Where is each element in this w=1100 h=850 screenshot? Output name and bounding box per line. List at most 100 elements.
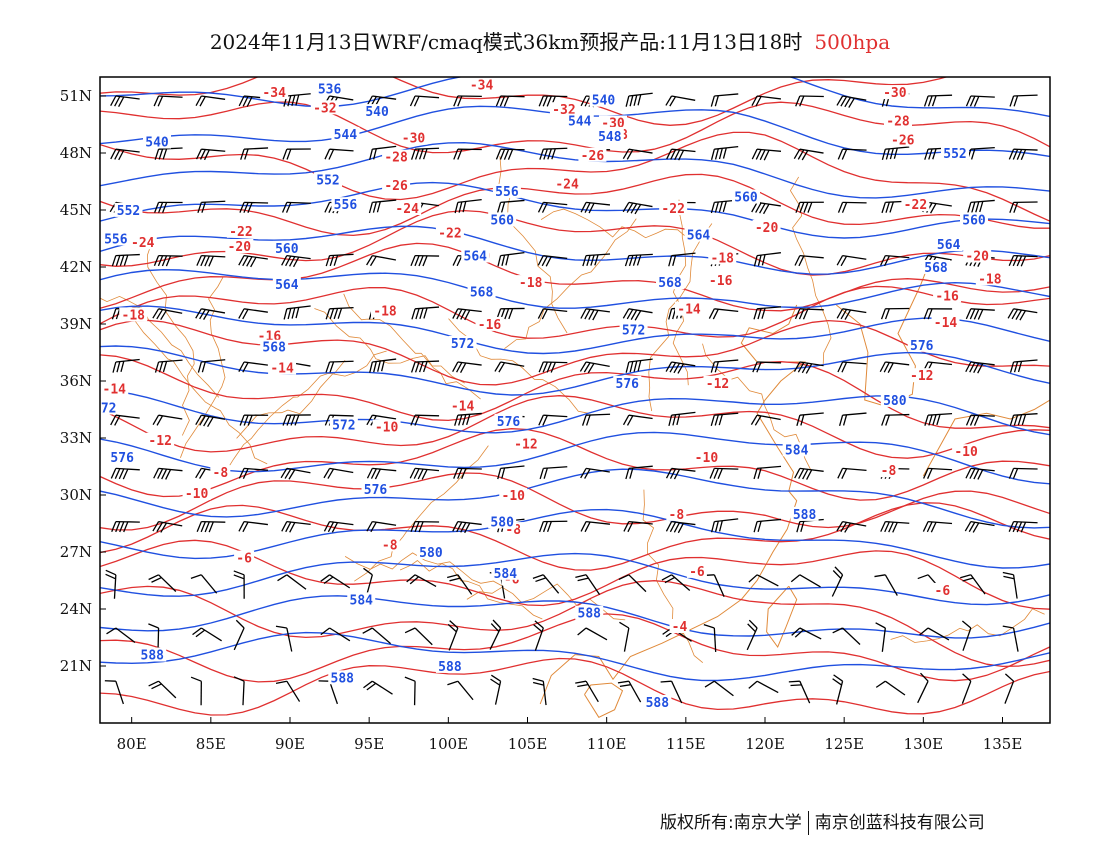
wind-barb bbox=[795, 201, 824, 213]
wind-barb bbox=[452, 308, 482, 321]
province-border bbox=[146, 243, 195, 436]
temperature-isotherm bbox=[100, 173, 1050, 237]
wind-barb bbox=[320, 627, 351, 642]
temperature-label: -18 bbox=[975, 271, 1004, 287]
title-text: 2024年11月13日WRF/cmaq模式36km预报产品:11月13日18时 bbox=[209, 30, 803, 54]
wind-barb bbox=[275, 625, 293, 652]
wind-barb bbox=[881, 413, 910, 426]
svg-text:580: 580 bbox=[883, 394, 907, 409]
svg-text:556: 556 bbox=[495, 185, 519, 200]
wind-barb bbox=[411, 306, 440, 320]
svg-text:560: 560 bbox=[962, 213, 986, 228]
svg-text:-14: -14 bbox=[103, 383, 127, 398]
temperature-label: -14 bbox=[448, 398, 477, 415]
wind-barb bbox=[320, 574, 351, 589]
svg-text:576: 576 bbox=[497, 415, 521, 430]
svg-text:-34: -34 bbox=[470, 79, 494, 94]
wind-barb bbox=[1007, 308, 1038, 321]
wind-barb bbox=[1008, 467, 1038, 479]
svg-text:536: 536 bbox=[318, 82, 342, 97]
temperature-label: -24 bbox=[393, 201, 422, 217]
wind-barb bbox=[753, 465, 782, 480]
wind-barb bbox=[580, 467, 610, 479]
svg-text:560: 560 bbox=[275, 242, 299, 257]
province-border bbox=[344, 552, 504, 587]
wind-barb bbox=[710, 93, 739, 107]
svg-text:-16: -16 bbox=[935, 289, 959, 304]
wind-barb bbox=[580, 201, 611, 214]
wind-barb bbox=[793, 361, 824, 374]
temperature-label: -28 bbox=[884, 113, 912, 130]
wind-barb bbox=[836, 254, 867, 267]
geopotential-isoline bbox=[100, 305, 1050, 355]
x-tick-label: 115E bbox=[666, 735, 706, 753]
svg-text:580: 580 bbox=[490, 516, 514, 531]
wind-barb bbox=[153, 95, 183, 107]
province-border bbox=[399, 559, 543, 620]
wind-barb bbox=[746, 619, 758, 651]
geopotential-label: 588 bbox=[790, 506, 819, 523]
temperature-label: -20 bbox=[225, 239, 254, 255]
svg-text:-18: -18 bbox=[519, 276, 543, 291]
wind-barb bbox=[582, 253, 611, 267]
province-border bbox=[890, 608, 1045, 643]
wind-barb bbox=[625, 92, 653, 107]
wind-barb bbox=[366, 520, 397, 533]
geopotential-label: 564 bbox=[461, 248, 490, 265]
wind-barb bbox=[668, 411, 696, 427]
wind-barb bbox=[323, 467, 354, 479]
wind-barb bbox=[362, 627, 392, 645]
svg-text:564: 564 bbox=[937, 238, 961, 253]
wind-barb bbox=[105, 569, 117, 599]
svg-text:-8: -8 bbox=[213, 466, 229, 481]
wind-barb bbox=[369, 145, 397, 161]
company-text: 南京创蓝科技有限公司 bbox=[814, 813, 985, 833]
axis-ticks: 80E 85E 90E 95E 100E 105E 110E 115E 120E 125E 130E… bbox=[60, 87, 1023, 753]
temperature-label: -8 bbox=[666, 506, 687, 523]
wind-barb bbox=[752, 361, 782, 373]
wind-barb bbox=[238, 254, 268, 268]
wind-barb bbox=[1009, 94, 1038, 107]
wind-barb bbox=[1008, 148, 1038, 161]
svg-text:-10: -10 bbox=[695, 451, 719, 466]
temperature-label: -16 bbox=[475, 316, 504, 333]
wind-barb bbox=[618, 574, 647, 593]
svg-text:584: 584 bbox=[350, 593, 374, 608]
svg-text:572: 572 bbox=[332, 419, 355, 434]
geopotential-label: 588 bbox=[138, 647, 167, 664]
wind-barb bbox=[788, 680, 811, 704]
wind-barb bbox=[537, 308, 568, 320]
geopotential-label: 560 bbox=[960, 212, 988, 228]
wind-barb bbox=[538, 414, 568, 426]
svg-text:-26: -26 bbox=[384, 179, 408, 194]
x-tick-label: 95E bbox=[354, 735, 384, 753]
temperature-label: -18 bbox=[516, 275, 545, 291]
svg-text:576: 576 bbox=[910, 339, 934, 354]
temperature-isotherm bbox=[100, 131, 1050, 222]
y-tick-label: 48N bbox=[60, 144, 92, 162]
wind-barb bbox=[795, 95, 824, 107]
temperature-label: -10 bbox=[692, 449, 721, 466]
wind-barb bbox=[238, 520, 268, 533]
svg-text:580: 580 bbox=[419, 546, 443, 561]
wind-barb bbox=[1002, 625, 1019, 652]
temperature-label: -6 bbox=[932, 582, 953, 599]
x-tick-label: 120E bbox=[745, 735, 785, 753]
wind-barb bbox=[190, 574, 218, 594]
wind-barb bbox=[965, 414, 995, 426]
wind-barb bbox=[881, 146, 910, 160]
wind-barb bbox=[967, 199, 995, 214]
svg-text:-24: -24 bbox=[395, 202, 419, 217]
temperature-label: -12 bbox=[703, 375, 732, 392]
wind-barb bbox=[1009, 201, 1038, 213]
copyright-text: 版权所有:南京大学 bbox=[660, 813, 802, 833]
svg-text:564: 564 bbox=[275, 278, 299, 293]
geopotential-label: 588 bbox=[435, 658, 464, 675]
geopotential-label: 560 bbox=[488, 212, 517, 228]
wind-barb bbox=[104, 680, 125, 705]
wind-barb bbox=[580, 520, 611, 533]
svg-text:-24: -24 bbox=[555, 177, 579, 192]
svg-text:-28: -28 bbox=[886, 115, 910, 130]
wind-barb bbox=[875, 680, 906, 696]
